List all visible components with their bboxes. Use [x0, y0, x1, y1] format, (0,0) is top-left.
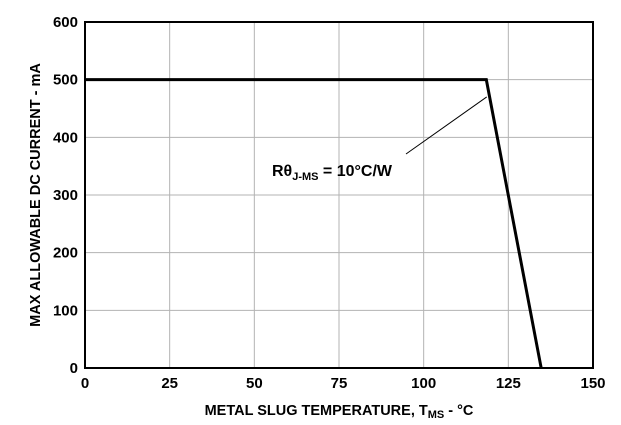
x-axis-label-subscript: MS: [428, 409, 445, 421]
annotation-main: Rθ: [272, 163, 292, 180]
x-axis-label-main: METAL SLUG TEMPERATURE, T: [205, 403, 428, 419]
annotation-leader-line: [405, 96, 487, 155]
x-axis-label: METAL SLUG TEMPERATURE, TMS - °C: [205, 403, 474, 421]
y-tick-label-5: 500: [53, 72, 78, 89]
y-tick-label-6: 600: [53, 14, 78, 31]
y-tick-label-0: 0: [70, 360, 78, 377]
series-line-0: [85, 78, 543, 369]
plot-frame: [84, 21, 594, 369]
x-tick-label-1: 25: [161, 375, 178, 392]
series-lines: [85, 78, 543, 369]
y-tick-label-3: 300: [53, 187, 78, 204]
y-tick-label-4: 400: [53, 129, 78, 146]
y-tick-label-2: 200: [53, 245, 78, 262]
grid-lines: [84, 21, 594, 369]
y-axis-label: MAX ALLOWABLE DC CURRENT - mA: [28, 63, 44, 327]
x-tick-label-4: 100: [411, 375, 436, 392]
annotation-label: RθJ-MS = 10°C/W: [272, 163, 393, 183]
x-tick-label-2: 50: [246, 375, 263, 392]
x-tick-label-0: 0: [81, 375, 89, 392]
x-tick-label-5: 125: [496, 375, 521, 392]
x-tick-labels: 0 25 50 75 100 125 150: [81, 375, 606, 392]
annotation-tail: = 10°C/W: [318, 163, 392, 180]
y-tick-label-1: 100: [53, 302, 78, 319]
x-tick-label-3: 75: [331, 375, 348, 392]
x-axis-label-tail: - °C: [444, 403, 474, 419]
annotation-subscript: J-MS: [292, 171, 318, 183]
x-tick-label-6: 150: [580, 375, 605, 392]
y-tick-labels: 0 100 200 300 400 500 600: [53, 14, 78, 377]
